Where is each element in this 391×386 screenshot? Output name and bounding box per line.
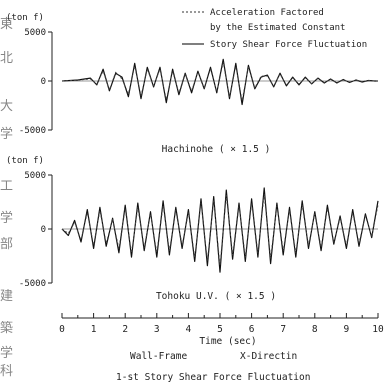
side-char: 科 — [0, 364, 13, 379]
side-char: 学 — [0, 210, 13, 226]
y-tick-label: 0 — [41, 225, 46, 235]
series-acceleration-line — [61, 193, 379, 267]
y-tick-label: 5000 — [24, 171, 46, 181]
legend: Acceleration Factored by the Estimated C… — [182, 8, 367, 50]
legend-solid-label: Story Shear Force Fluctuation — [210, 40, 367, 50]
x-axis-label: Time (sec) — [199, 336, 256, 347]
side-char: 建 — [0, 289, 13, 304]
caption-direction: X-Directin — [240, 351, 297, 362]
side-char: 学 — [0, 345, 13, 361]
y-axis-label: (ton f) — [6, 13, 44, 23]
series-acceleration-line — [61, 61, 378, 102]
caption-title: 1-st Story Shear Force Fluctuation — [116, 372, 310, 383]
x-tick-label: 0 — [59, 324, 65, 335]
chart-tohoku: (ton f) 5000 0 -5000 Tohoku U.V. ( × 1.5 ) 0 1… — [6, 156, 384, 347]
side-char: 北 — [0, 51, 13, 66]
x-tick-label: 4 — [186, 324, 192, 335]
side-char: 学 — [0, 126, 13, 142]
x-tick-label: 9 — [344, 324, 350, 335]
side-char: 築 — [0, 321, 13, 336]
y-tick-label: 0 — [41, 77, 46, 87]
x-tick-label: 1 — [91, 324, 97, 335]
side-char: 東 — [0, 16, 13, 32]
series-shear-line — [61, 58, 378, 106]
panel-title: Hachinohe ( × 1.5 ) — [162, 144, 271, 155]
x-tick-label: 5 — [217, 324, 223, 335]
series-shear-line — [61, 187, 379, 273]
bottom-caption: Wall-Frame X-Directin 1-st Story Shear F… — [116, 351, 310, 383]
legend-dashed-label: Acceleration Factored — [210, 8, 324, 18]
x-tick-label: 3 — [154, 324, 160, 335]
y-tick-label: -5000 — [19, 279, 46, 289]
y-tick-label: 5000 — [24, 28, 46, 38]
side-char: 大 — [0, 99, 13, 114]
x-tick-label: 10 — [372, 324, 384, 335]
x-tick-label: 7 — [280, 324, 286, 335]
caption-wall-frame: Wall-Frame — [130, 351, 187, 362]
side-char: 工 — [0, 179, 13, 194]
legend-dashed-label-line2: by the Estimated Constant — [210, 23, 345, 33]
y-axis-label: (ton f) — [6, 156, 44, 166]
chart-hachinohe: (ton f) 5000 0 -5000 Hachinohe ( × 1.5 ) — [6, 13, 378, 155]
x-tick-label: 6 — [249, 324, 255, 335]
side-char: 部 — [0, 237, 13, 252]
panel-title: Tohoku U.V. ( × 1.5 ) — [156, 291, 276, 302]
y-tick-label: -5000 — [19, 126, 46, 136]
x-tick-label: 2 — [122, 324, 128, 335]
x-tick-label: 8 — [312, 324, 318, 335]
